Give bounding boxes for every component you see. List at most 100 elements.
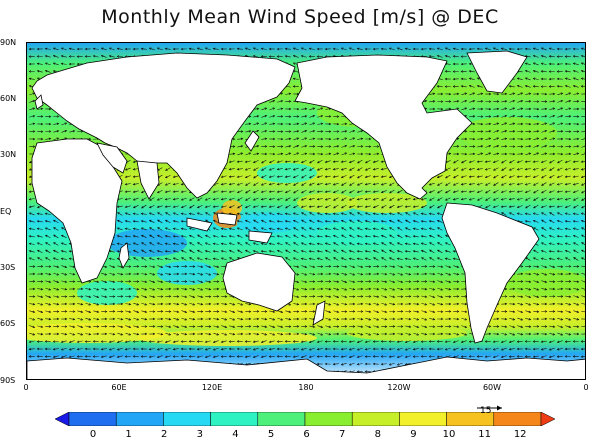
- wind-vector: [541, 137, 548, 141]
- wind-vector: [581, 122, 585, 125]
- wind-vector: [524, 77, 531, 81]
- wind-vector: [276, 175, 283, 178]
- wind-vector: [573, 145, 580, 148]
- wind-vector: [540, 167, 547, 171]
- wind-vector: [276, 205, 283, 209]
- wind-vector: [517, 115, 524, 118]
- wind-vector: [301, 152, 308, 155]
- wind-vector: [525, 100, 532, 103]
- wind-vector: [52, 62, 59, 66]
- wind-vector: [236, 182, 243, 186]
- wind-vector: [77, 130, 84, 133]
- wind-vector: [357, 174, 363, 179]
- wind-vector: [557, 114, 564, 118]
- wind-vector: [453, 152, 460, 156]
- wind-vector: [349, 152, 356, 155]
- wind-speed-patch: [347, 325, 467, 341]
- wind-vector: [557, 107, 564, 111]
- wind-vector: [348, 160, 355, 164]
- wind-vector: [476, 175, 483, 178]
- wind-vector: [581, 137, 585, 140]
- wind-vector: [357, 152, 364, 156]
- wind-vector: [237, 130, 244, 133]
- wind-vector: [373, 152, 380, 156]
- wind-vector: [324, 47, 331, 51]
- wind-vector: [493, 189, 499, 194]
- wind-vector: [477, 115, 484, 118]
- wind-vector: [76, 47, 83, 51]
- wind-vector: [493, 182, 499, 186]
- wind-vector: [164, 175, 171, 179]
- wind-vector: [524, 175, 531, 178]
- wind-vector: [92, 55, 99, 58]
- wind-vector: [564, 84, 571, 88]
- wind-vector: [469, 92, 476, 96]
- wind-vector: [45, 130, 52, 133]
- wind-vector: [484, 175, 491, 179]
- wind-vector: [245, 130, 252, 133]
- wind-vector: [301, 107, 308, 111]
- wind-vector: [533, 115, 540, 118]
- wind-vector: [420, 205, 427, 209]
- wind-vector: [124, 197, 131, 201]
- wind-vector: [437, 92, 444, 96]
- lon-label: 120W: [387, 383, 411, 392]
- wind-vector: [381, 197, 387, 201]
- wind-vector: [149, 197, 155, 201]
- wind-vector: [533, 92, 540, 96]
- wind-vector: [524, 197, 531, 201]
- wind-vector: [565, 99, 572, 103]
- wind-vector: [340, 160, 347, 163]
- wind-vector: [348, 47, 355, 51]
- wind-vector: [477, 145, 484, 148]
- wind-vector: [556, 175, 563, 179]
- wind-vector: [565, 115, 572, 118]
- wind-vector: [493, 129, 500, 133]
- wind-vector: [468, 70, 475, 73]
- wind-vector: [485, 152, 492, 156]
- wind-vector: [37, 115, 44, 118]
- wind-vector: [29, 130, 36, 133]
- wind-vector: [44, 55, 51, 58]
- wind-vector: [373, 145, 380, 148]
- wind-vector: [237, 145, 244, 148]
- wind-vector: [349, 174, 355, 179]
- wind-vector: [44, 69, 51, 73]
- wind-vector: [36, 212, 43, 216]
- wind-vector: [380, 167, 387, 171]
- wind-vector: [516, 175, 523, 178]
- wind-vector: [269, 107, 276, 111]
- wind-vector: [252, 205, 259, 208]
- wind-vector: [509, 122, 516, 125]
- wind-vector: [308, 182, 315, 186]
- wind-vector: [477, 122, 484, 126]
- wind-vector: [317, 137, 324, 141]
- wind-vector: [501, 145, 508, 148]
- wind-vector: [540, 54, 547, 58]
- colorbar-cell: [493, 412, 542, 426]
- wind-vector: [525, 122, 532, 126]
- wind-vector: [484, 160, 491, 163]
- wind-vector: [196, 47, 203, 51]
- wind-vector: [132, 197, 139, 201]
- wind-vector: [581, 144, 585, 148]
- wind-vector: [37, 107, 44, 111]
- wind-vector: [445, 107, 452, 111]
- wind-vector: [156, 197, 163, 201]
- wind-vector: [564, 205, 571, 209]
- wind-vector: [501, 137, 508, 140]
- wind-vector: [212, 190, 219, 193]
- wind-vector: [445, 182, 451, 186]
- wind-vector: [36, 70, 43, 73]
- wind-vector: [524, 182, 531, 186]
- wind-vector: [557, 159, 563, 164]
- wind-vector: [485, 130, 492, 133]
- wind-vector: [364, 205, 371, 208]
- wind-speed-patch: [507, 269, 585, 297]
- wind-vector: [245, 182, 251, 186]
- wind-vector: [437, 189, 443, 194]
- wind-vector: [341, 144, 348, 148]
- wind-vector: [164, 205, 171, 208]
- wind-vector: [469, 152, 476, 156]
- wind-vector: [540, 62, 547, 65]
